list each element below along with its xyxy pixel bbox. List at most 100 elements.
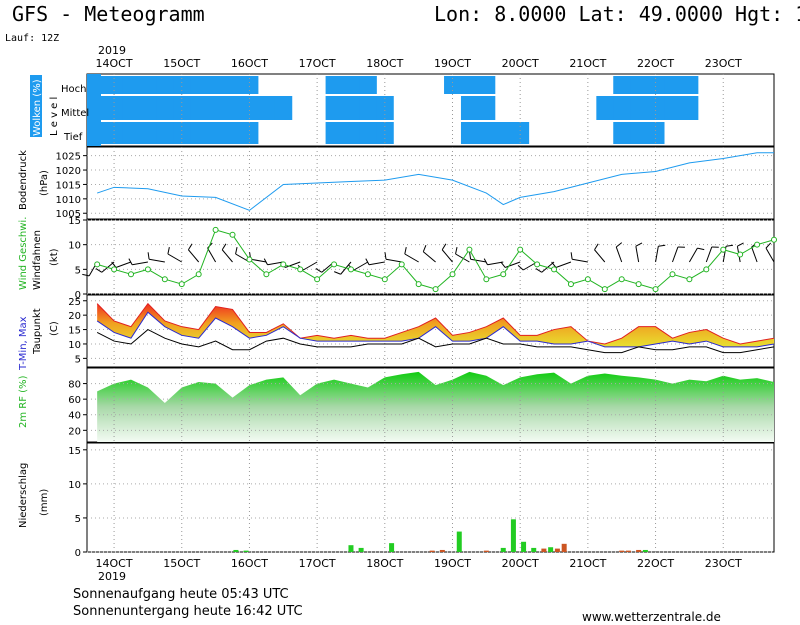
- cloud-cells: [87, 74, 724, 146]
- pressure-panel-frame: [86, 146, 775, 220]
- wind-speed-point: [212, 226, 219, 233]
- tick-label: 1015: [56, 180, 81, 191]
- pressure-line: [96, 152, 774, 211]
- wind-barb-feather: [551, 261, 557, 268]
- wind-barb-feather: [441, 243, 447, 251]
- cloud-cell: [647, 76, 665, 94]
- cloud-cell: [139, 122, 157, 144]
- wind-speed-point: [618, 276, 625, 283]
- wind-speed-point: [178, 281, 185, 288]
- cloud-cell: [613, 96, 631, 120]
- cloud-cell: [460, 96, 479, 120]
- wind-barb-feather: [167, 247, 170, 255]
- wind-speed-point: [229, 231, 236, 238]
- wind-speed-point: [280, 261, 287, 268]
- precip-bar: [625, 550, 631, 552]
- cloud-cell: [156, 76, 174, 94]
- cloud-cell: [664, 76, 682, 94]
- cloud-cell: [122, 96, 140, 120]
- temp-ylabel-dew: Taupunkt: [32, 308, 43, 355]
- tick-label: 40: [68, 411, 81, 422]
- wind-speed-point: [652, 286, 659, 293]
- humidity-area: [97, 371, 774, 442]
- tick-label: 5: [75, 514, 81, 525]
- temp-unit: (C): [49, 321, 60, 336]
- temperature-ticks: 5 10 15 20 25: [68, 297, 87, 365]
- wind-speed-point: [381, 276, 388, 283]
- tick-label: 20: [68, 426, 81, 437]
- pressure-ylabel: Bodendruck: [18, 150, 29, 210]
- wind-barb: [594, 249, 606, 263]
- wind-speed-point: [771, 236, 777, 243]
- cloud-cell: [460, 76, 479, 94]
- source-link[interactable]: www.wetterzentrale.de: [582, 610, 721, 624]
- cloud-ylabel: Wolken (%): [32, 79, 43, 136]
- wind-speed-point: [144, 266, 151, 273]
- wind-speed-point: [737, 251, 744, 258]
- pressure-panel: 1005 1010 1015 1020 1025 Bodendruck (hPa): [18, 146, 775, 220]
- pressure-ticks: 1005 1010 1015 1020 1025: [56, 152, 87, 220]
- model-run: Lauf: 12Z: [5, 33, 60, 44]
- precip-unit: (mm): [39, 489, 50, 516]
- cloud-cell: [207, 96, 225, 120]
- cloud-cell: [224, 122, 242, 144]
- wind-barb: [148, 258, 165, 263]
- tick-label: 10: [68, 480, 81, 491]
- tmax-line: [96, 302, 775, 345]
- wind-barb-feather: [517, 264, 524, 271]
- precip-bar: [243, 550, 249, 552]
- wind-speed-point: [94, 261, 101, 268]
- wind-barb-feather: [147, 252, 150, 260]
- precip-panel: 0 5 10 15 Niederschlag (mm): [18, 442, 775, 559]
- wind-barb: [385, 258, 402, 263]
- sunrise-text: Sonnenaufgang heute 05:43 UTC: [73, 587, 289, 602]
- level-tief: Tief: [63, 132, 83, 143]
- wind-barb: [115, 261, 132, 268]
- cloud-cell: [342, 122, 360, 144]
- temp-ylabel-text: T-Min, Max: [18, 316, 29, 371]
- cloud-cell: [156, 122, 174, 144]
- wind-barb-feather: [635, 242, 643, 247]
- date-label-top: 16OCT: [231, 57, 268, 70]
- precip-bar: [521, 541, 527, 552]
- wind-speed-point: [584, 276, 591, 283]
- tick-label: 15: [68, 326, 81, 337]
- wind-barb-feather: [725, 244, 734, 247]
- precip-bar: [554, 548, 560, 552]
- wind-speed-point: [483, 276, 490, 283]
- cloud-cell: [240, 122, 259, 144]
- tick-label: 25: [68, 297, 81, 308]
- precip-bar: [531, 547, 537, 552]
- precip-bar: [429, 550, 435, 552]
- wind-barb-feather: [404, 247, 407, 255]
- tick-label: 15: [68, 446, 81, 457]
- precip-bar: [636, 549, 642, 552]
- sunset-text: Sonnenuntergang heute 16:42 UTC: [73, 604, 303, 619]
- wind-barb-feather: [737, 242, 744, 247]
- wind-speed-point: [331, 261, 338, 268]
- wind-barb: [167, 253, 183, 263]
- cloud-cell: [664, 96, 682, 120]
- tick-label: 10: [68, 340, 81, 351]
- dewpoint-line: [96, 328, 775, 354]
- cloud-cell: [511, 122, 530, 144]
- date-label-top: 17OCT: [299, 57, 336, 70]
- wind-speed-point: [635, 281, 642, 288]
- cloud-cell: [613, 122, 631, 144]
- cloud-cell: [342, 96, 360, 120]
- wind-barb: [655, 246, 659, 263]
- wind-barb-feather: [263, 258, 268, 266]
- wind-barb-feather: [334, 271, 341, 275]
- precip-grid: [87, 443, 774, 553]
- precip-bar: [500, 547, 506, 552]
- wind-speed-point: [127, 271, 134, 278]
- precip-bars: [233, 519, 648, 552]
- wind-barb: [615, 246, 623, 263]
- wind-barb: [250, 258, 267, 263]
- temperature-band: [97, 303, 774, 347]
- date-label-bottom: 18OCT: [366, 557, 403, 570]
- level-hoch: Hoch: [61, 84, 86, 95]
- wind-barb: [188, 249, 200, 263]
- wind-speed-point: [720, 246, 727, 253]
- wind-speed-point: [263, 271, 270, 278]
